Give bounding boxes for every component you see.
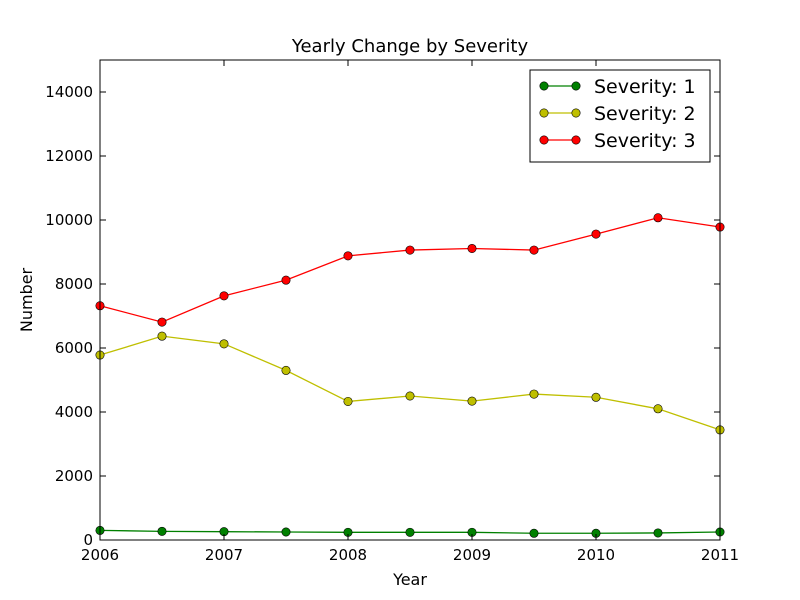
- legend-marker: [571, 108, 581, 118]
- x-axis: 2006 2007 2008 2009 2010 2011: [81, 60, 739, 564]
- x-tick-label: 2011: [701, 546, 739, 564]
- y-axis: 0 2000 4000 6000 8000 10000 12000 14000: [45, 83, 720, 549]
- legend-label: Severity: 1: [594, 76, 696, 98]
- legend-label: Severity: 3: [594, 130, 696, 152]
- data-point-severity-3: [157, 317, 167, 327]
- legend-marker: [539, 135, 549, 145]
- data-point-severity-3: [219, 291, 229, 301]
- x-tick-label: 2010: [577, 546, 615, 564]
- data-point-severity-3: [405, 245, 415, 255]
- data-point-severity-1: [405, 527, 415, 537]
- data-point-severity-2: [529, 389, 539, 399]
- y-tick-label: 14000: [45, 83, 93, 101]
- legend-marker: [539, 81, 549, 91]
- data-point-severity-1: [653, 528, 663, 538]
- x-tick-label: 2008: [329, 546, 367, 564]
- legend-marker: [571, 81, 581, 91]
- data-point-severity-3: [281, 275, 291, 285]
- chart-title: Yearly Change by Severity: [291, 36, 529, 57]
- y-tick-label: 12000: [45, 147, 93, 165]
- x-axis-label: Year: [392, 570, 427, 589]
- y-axis-label: Number: [17, 267, 36, 332]
- y-tick-label: 8000: [55, 275, 93, 293]
- data-point-severity-2: [467, 396, 477, 406]
- y-tick-label: 6000: [55, 339, 93, 357]
- series-layer: [95, 213, 725, 538]
- data-point-severity-3: [343, 251, 353, 261]
- data-point-severity-1: [529, 528, 539, 538]
- legend-label: Severity: 2: [594, 103, 696, 125]
- series-line-severity-2: [99, 335, 721, 431]
- y-tick-label: 4000: [55, 403, 93, 421]
- data-point-severity-2: [591, 392, 601, 402]
- x-tick-label: 2009: [453, 546, 491, 564]
- x-tick-label: 2007: [205, 546, 243, 564]
- plot-area: [95, 59, 725, 541]
- data-point-severity-1: [157, 526, 167, 536]
- data-point-severity-2: [343, 396, 353, 406]
- data-point-severity-2: [405, 391, 415, 401]
- data-point-severity-3: [529, 245, 539, 255]
- y-tick-label: 2000: [55, 467, 93, 485]
- series-line-severity-3: [99, 217, 721, 323]
- legend-marker: [539, 108, 549, 118]
- y-tick-label: 10000: [45, 211, 93, 229]
- data-point-severity-2: [281, 365, 291, 375]
- x-tick-label: 2006: [81, 546, 119, 564]
- data-point-severity-2: [157, 331, 167, 341]
- data-point-severity-3: [591, 229, 601, 239]
- y-tick-label: 0: [83, 531, 93, 549]
- plot-frame: [99, 59, 721, 541]
- data-point-severity-3: [653, 213, 663, 223]
- data-point-severity-3: [467, 243, 477, 253]
- legend-box: [529, 69, 711, 163]
- legend: Severity: 1 Severity: 2 Severity: 3: [529, 69, 711, 163]
- data-point-severity-2: [219, 339, 229, 349]
- data-point-severity-2: [653, 404, 663, 414]
- legend-marker: [571, 135, 581, 145]
- data-point-severity-1: [281, 527, 291, 537]
